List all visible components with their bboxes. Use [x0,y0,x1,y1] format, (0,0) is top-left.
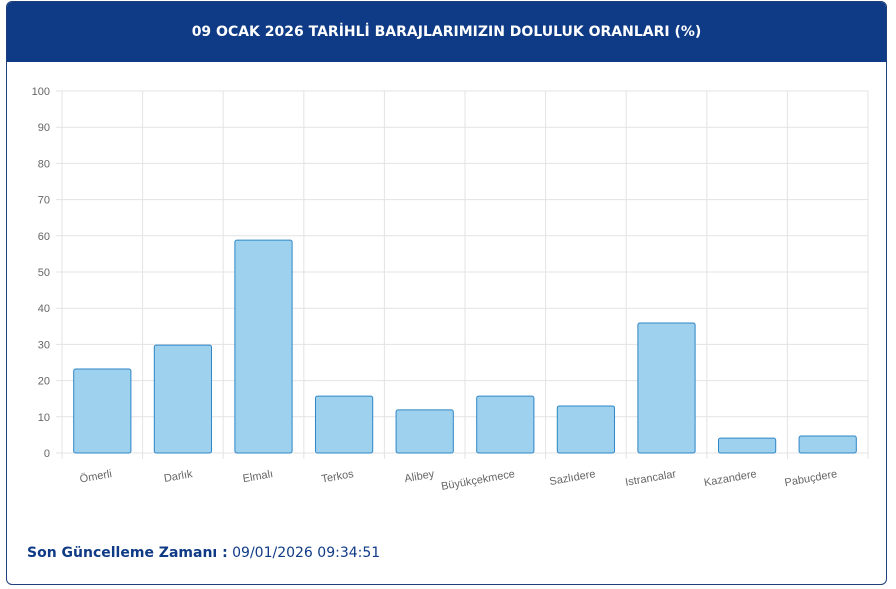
x-tick-label: Darlık [163,468,194,485]
bar [234,239,293,454]
x-tick-label: Elmalı [242,468,274,485]
bar [476,395,535,454]
bar [73,368,132,454]
x-tick-label: Kazandere [703,468,757,489]
y-tick-label: 50 [38,267,50,279]
y-tick-label: 70 [38,195,50,207]
x-tick-label: Pabuçdere [784,468,838,489]
card: 09 OCAK 2026 TARİHLİ BARAJLARIMIZIN DOLU… [6,1,887,585]
bar [717,437,777,454]
bar [314,395,374,454]
update-value: 09/01/2026 09:34:51 [232,545,381,561]
bar [153,344,213,454]
y-tick-label: 60 [38,231,50,243]
y-tick-label: 90 [38,122,50,134]
y-tick-label: 100 [32,86,50,98]
y-tick-label: 40 [38,303,50,315]
update-label: Son Güncelleme Zamanı : [27,545,228,561]
x-tick-label: Terkos [321,468,355,486]
x-tick-label: Istrancalar [624,468,677,489]
x-tick-label: Alibey [404,468,436,485]
y-tick-label: 80 [38,158,50,170]
bar [798,435,857,454]
update-time: Son Güncelleme Zamanı : 09/01/2026 09:34… [27,545,380,561]
bar [556,405,616,454]
y-tick-label: 30 [38,339,50,351]
chart-title: 09 OCAK 2026 TARİHLİ BARAJLARIMIZIN DOLU… [7,2,886,62]
y-tick-label: 0 [44,448,50,460]
y-tick-label: 10 [38,412,50,424]
bar [637,322,696,454]
x-tick-label: Büyükçekmece [440,468,516,493]
x-tick-label: Ömerli [79,468,113,485]
bar [395,409,454,454]
x-tick-label: Sazlıdere [549,468,597,488]
y-tick-label: 20 [38,376,50,388]
